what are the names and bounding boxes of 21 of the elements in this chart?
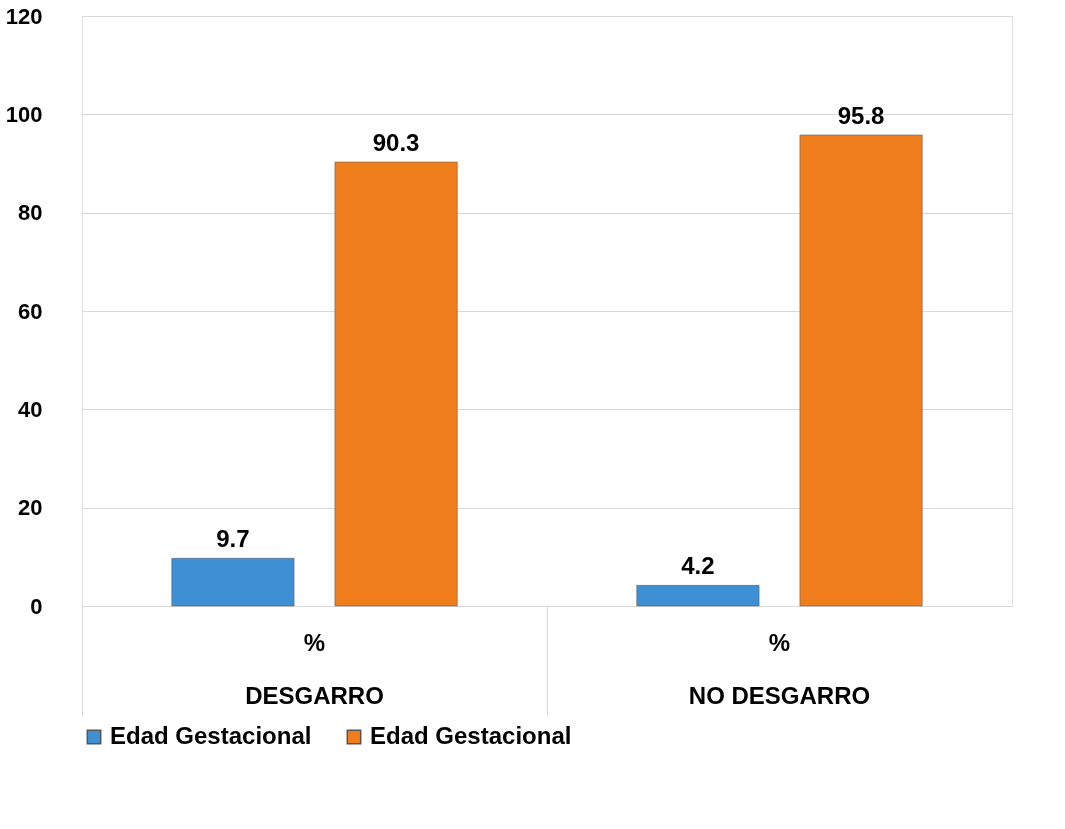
data-label: 4.2 [681, 552, 715, 580]
legend-label: Edad Gestacional [370, 722, 572, 749]
x-tick-label: NO DESGARRO [688, 681, 871, 709]
data-label: 90.3 [372, 129, 420, 157]
bar [636, 585, 760, 607]
y-tick-label: 0 [30, 593, 43, 619]
data-label: 95.8 [837, 101, 885, 129]
y-tick-label: 120 [5, 3, 43, 29]
y-tick-label: 60 [18, 298, 43, 324]
text: % [303, 629, 326, 656]
bar [334, 161, 458, 607]
data-label: 9.7 [216, 525, 250, 553]
x-tick-label: DESGARRO [245, 681, 384, 709]
y-tick-label: 100 [5, 101, 43, 127]
bar [171, 558, 295, 607]
y-tick-label: 40 [18, 396, 43, 422]
text: % [768, 629, 791, 656]
y-tick-label: 80 [18, 200, 43, 226]
bar [799, 134, 923, 607]
legend-label: Edad Gestacional [110, 722, 312, 749]
y-tick-label: 20 [18, 495, 43, 521]
